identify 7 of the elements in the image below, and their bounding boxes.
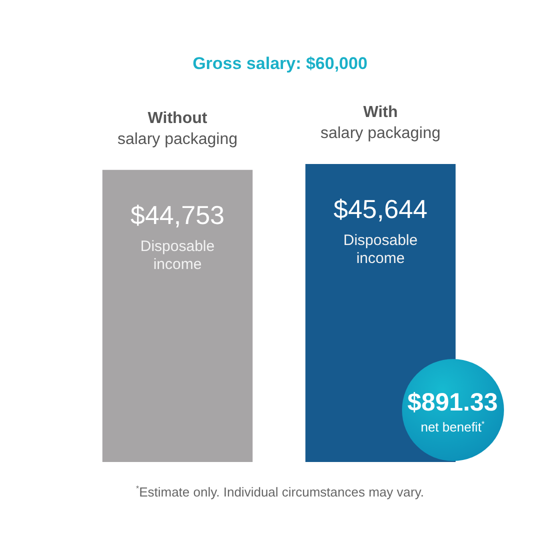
data-label: $45,644 Disposable income (332, 194, 428, 268)
annotation: $891.33 net benefit$^{*}$ (407, 388, 498, 436)
chart-title: Gross salary: $60,000 (192, 54, 368, 73)
x-tick-label: Without salary packaging (117, 108, 238, 150)
x-tick-label: With salary packaging (320, 103, 441, 144)
data-label: $44,753 Disposable income (130, 200, 226, 274)
text: $^{*}$Estimate only. Individual circumstances may vary. (136, 484, 424, 500)
